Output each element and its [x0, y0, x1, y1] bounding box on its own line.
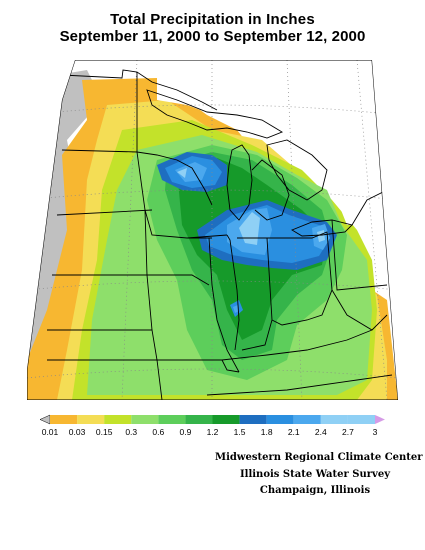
- precip-2.4-area-north: [175, 162, 207, 182]
- precip-2.7-area-north: [177, 168, 187, 178]
- map-canvas: [27, 60, 398, 400]
- map-frame: [27, 60, 398, 400]
- state-boundaries: [47, 69, 393, 400]
- precip-2.4-area-south: [233, 305, 239, 313]
- legend-swatch: [320, 415, 348, 424]
- precip-2.7-area-east: [317, 230, 325, 242]
- legend-swatch: [77, 415, 105, 424]
- legend-arrow-low: [40, 414, 51, 425]
- legend-swatch: [347, 415, 375, 424]
- legend-swatch: [293, 415, 321, 424]
- legend-swatch: [158, 415, 186, 424]
- legend-bar: 0.01 0.03 0.15 0.3 0.6 0.9 1.2 1.5 1.8 2.1 2.4 2.7 3: [40, 414, 385, 437]
- legend-swatch: [50, 415, 78, 424]
- lat-lon-grid: [27, 60, 398, 400]
- map-date-range: September 11, 2000 to September 12, 2000: [59, 28, 366, 45]
- legend-label: 0.03: [69, 427, 86, 437]
- precipitation-map: [27, 60, 398, 400]
- legend-swatch: [239, 415, 267, 424]
- legend-swatch: [131, 415, 159, 424]
- precip-2.7-area-central: [239, 212, 260, 245]
- credit-line-2: Illinois State Water Survey: [239, 469, 391, 480]
- legend-swatch: [185, 415, 213, 424]
- legend-label: 0.01: [42, 427, 59, 437]
- legend-label: 1.2: [207, 427, 219, 437]
- map-title: Total Precipitation in Inches: [110, 11, 315, 28]
- legend-label: 0.3: [125, 427, 137, 437]
- legend-label: 0.15: [96, 427, 113, 437]
- credit-line-1: Midwestern Regional Climate Center: [215, 452, 423, 463]
- legend-label: 3: [373, 427, 378, 437]
- legend-label: 0.6: [152, 427, 164, 437]
- legend-label: 1.5: [234, 427, 246, 437]
- legend-label: 2.4: [315, 427, 327, 437]
- legend-swatch: [266, 415, 294, 424]
- credit-line-3: Champaign, Illinois: [259, 485, 371, 496]
- legend-swatch: [104, 415, 132, 424]
- legend-arrow-high: [375, 415, 385, 424]
- legend-label: 2.1: [288, 427, 300, 437]
- legend-label: 1.8: [261, 427, 273, 437]
- legend-label: 2.7: [342, 427, 354, 437]
- color-legend: 0.01 0.03 0.15 0.3 0.6 0.9 1.2 1.5 1.8 2.1 2.4 2.7 3: [40, 413, 385, 439]
- legend-label: 0.9: [180, 427, 192, 437]
- no-coverage-northeast: [157, 60, 398, 225]
- legend-swatch: [212, 415, 240, 424]
